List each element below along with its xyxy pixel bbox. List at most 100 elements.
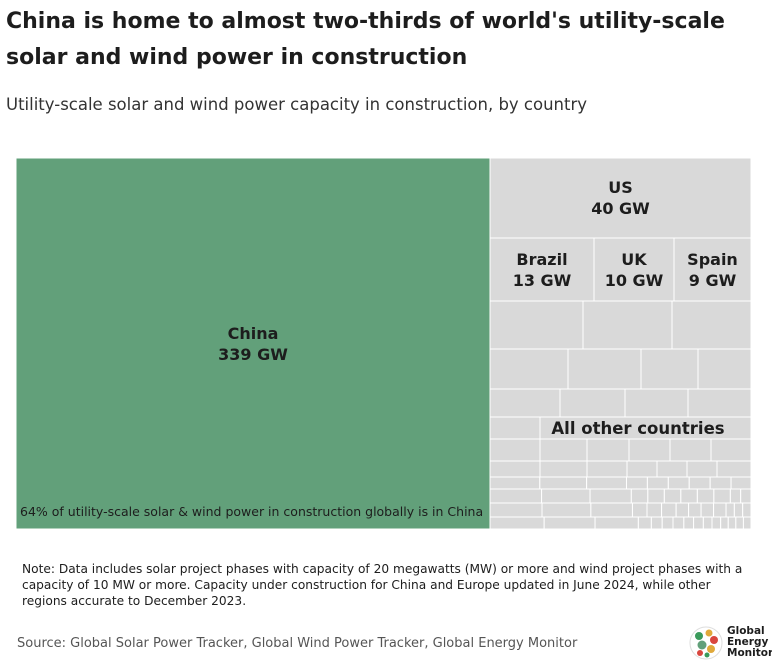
treemap-cell-spain bbox=[673, 237, 752, 302]
treemap-cell-other-country bbox=[735, 516, 744, 530]
treemap-cell-other-country bbox=[559, 388, 626, 418]
treemap-cell-other-country bbox=[669, 438, 712, 462]
treemap-cell-other-country bbox=[711, 516, 722, 530]
globe-icon bbox=[689, 626, 723, 660]
source-line: Source: Global Solar Power Tracker, Glob… bbox=[17, 636, 578, 651]
footnote: Note: Data includes solar project phases… bbox=[22, 562, 743, 608]
treemap-cell-other-country bbox=[539, 476, 588, 490]
treemap-cell-other-country bbox=[710, 438, 752, 462]
treemap-cell-other-country bbox=[661, 502, 677, 518]
treemap-cell-other-country bbox=[647, 488, 665, 504]
gem-logo: Global Energy Monitor bbox=[687, 624, 772, 662]
treemap-cell-brazil bbox=[489, 237, 595, 302]
treemap-cell-us bbox=[489, 157, 752, 239]
cell-label-brazil: Brazil bbox=[516, 250, 567, 269]
treemap-cell-other-country bbox=[628, 438, 671, 462]
treemap-chart: China 339 GW US 40 GW Brazil 13 GW UK 10 GW Spai… bbox=[15, 157, 752, 530]
treemap-cell-other-country bbox=[680, 488, 698, 504]
treemap-cell-other-country bbox=[539, 460, 588, 478]
treemap-cell-other-country bbox=[700, 502, 715, 518]
cell-label-all-other-countries: All other countries bbox=[551, 419, 724, 438]
treemap-cell-other-country bbox=[672, 516, 685, 530]
treemap-cell-other-country bbox=[720, 516, 729, 530]
treemap-cell-other-country bbox=[697, 348, 752, 390]
treemap-cell-other-country bbox=[730, 476, 752, 490]
treemap-cell-other-country bbox=[709, 476, 732, 490]
treemap-cell-other-country bbox=[630, 488, 649, 504]
treemap-cell-other-country bbox=[656, 460, 688, 478]
treemap-cell-other-country bbox=[661, 516, 674, 530]
logo-word: Monitor bbox=[727, 647, 772, 659]
treemap-cell-other-country bbox=[740, 488, 752, 504]
treemap-cell-other-country bbox=[589, 488, 632, 504]
cell-value-brazil: 13 GW bbox=[513, 271, 572, 290]
treemap-cell-other-country bbox=[713, 488, 731, 504]
treemap-cell-other-country bbox=[489, 438, 541, 462]
logo-text: Global Energy Monitor bbox=[727, 626, 772, 659]
treemap-cell-other-country bbox=[541, 488, 591, 504]
treemap-cell-other-country bbox=[696, 488, 715, 504]
treemap-cell-other-country bbox=[489, 476, 541, 490]
treemap-cell-other-country bbox=[688, 502, 702, 518]
treemap-cell-other-country bbox=[489, 502, 543, 518]
treemap-cell-other-country bbox=[716, 460, 752, 478]
treemap-cell-other-country bbox=[727, 516, 737, 530]
treemap-cell-other-country bbox=[489, 460, 541, 478]
treemap-cell-other-country bbox=[541, 502, 592, 518]
treemap-cell-other-country bbox=[489, 300, 584, 350]
cell-value-uk: 10 GW bbox=[605, 271, 664, 290]
treemap-cell-other-country bbox=[586, 476, 627, 490]
treemap-cell-other-country bbox=[586, 460, 628, 478]
treemap-cell-china bbox=[15, 157, 491, 530]
cell-value-us: 40 GW bbox=[591, 199, 650, 218]
treemap-cell-other-country bbox=[687, 388, 752, 418]
treemap-cell-other-country bbox=[742, 502, 752, 518]
chart-title: China is home to almost two-thirds of wo… bbox=[6, 9, 725, 70]
treemap-cell-other-country bbox=[489, 388, 561, 418]
logo-word: Global bbox=[727, 625, 765, 637]
treemap-cell-other-country bbox=[683, 516, 695, 530]
treemap-cell-other-country bbox=[631, 502, 648, 518]
treemap-cell-other-country bbox=[688, 476, 711, 490]
treemap-cell-other-country bbox=[640, 348, 699, 390]
treemap-cell-other-country bbox=[675, 502, 690, 518]
cell-value-spain: 9 GW bbox=[689, 271, 737, 290]
cell-label-china: China bbox=[228, 324, 279, 343]
treemap-cell-other-country bbox=[594, 516, 639, 530]
treemap-cell-other-country bbox=[646, 476, 669, 490]
treemap-cell-other-country bbox=[667, 476, 690, 490]
treemap-cell-other-country bbox=[543, 516, 596, 530]
treemap-cell-other-country bbox=[650, 516, 663, 530]
chart-subtitle: Utility-scale solar and wind power capac… bbox=[6, 95, 588, 114]
cell-label-us: US bbox=[608, 178, 633, 197]
treemap-cell-other-country bbox=[624, 388, 689, 418]
treemap-cell-other-country bbox=[702, 516, 713, 530]
treemap-cell-other-country bbox=[586, 438, 630, 462]
treemap-cell-other-country bbox=[693, 516, 704, 530]
treemap-cell-other-country bbox=[729, 488, 742, 504]
treemap-cell-other-country bbox=[663, 488, 682, 504]
treemap-cell-other-country bbox=[646, 502, 663, 518]
treemap-cell-other-country bbox=[567, 348, 642, 390]
treemap-cell-other-country bbox=[489, 416, 541, 440]
china-share-annotation: 64% of utility-scale solar & wind power … bbox=[20, 504, 483, 519]
cell-label-uk: UK bbox=[621, 250, 647, 269]
cell-value-china: 339 GW bbox=[218, 345, 288, 364]
treemap-cell-other-country bbox=[713, 502, 727, 518]
treemap-cell-other-country bbox=[489, 488, 543, 504]
treemap-cell-uk bbox=[593, 237, 675, 302]
cell-label-spain: Spain bbox=[687, 250, 738, 269]
treemap-cell-other-country bbox=[637, 516, 652, 530]
treemap-cell-other-country bbox=[582, 300, 673, 350]
logo-word: Energy bbox=[727, 636, 769, 648]
treemap-cell-other-country bbox=[625, 476, 648, 490]
treemap-cell-other-country bbox=[686, 460, 718, 478]
treemap-cell-other-country bbox=[539, 438, 588, 462]
treemap-cell-other-country bbox=[671, 300, 752, 350]
treemap-cell-other-country bbox=[590, 502, 633, 518]
treemap-cell-other-country bbox=[725, 502, 735, 518]
treemap-cell-other-country bbox=[626, 460, 658, 478]
treemap-cell-other-country bbox=[489, 516, 545, 530]
treemap-cell-other-country bbox=[489, 348, 569, 390]
treemap-cell-other-country bbox=[733, 502, 744, 518]
